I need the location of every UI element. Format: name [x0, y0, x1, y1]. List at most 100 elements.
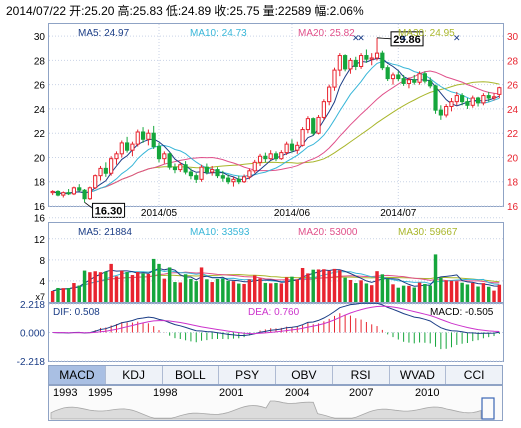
- volume-bar-up: [316, 269, 321, 302]
- candle-up: [348, 59, 353, 70]
- volume-bar-up: [455, 281, 459, 302]
- volume-bar-down: [311, 269, 315, 302]
- volume-ma-legend: MA5: 21884 MA10: 33593 MA20: 53000 MA30: 59…: [78, 227, 458, 238]
- volume-bar-down: [439, 277, 443, 302]
- low-marker: 16.30: [84, 202, 126, 218]
- candle-down: [226, 177, 231, 183]
- tab-boll[interactable]: BOLL: [163, 366, 220, 384]
- volume-bar-up: [497, 284, 502, 302]
- ma20-line: [52, 70, 500, 194]
- price-panel-frame: [48, 23, 504, 207]
- candle-up: [61, 192, 66, 196]
- candle-up: [130, 143, 135, 151]
- price-tick-label: 18: [507, 178, 519, 189]
- candle-down: [103, 167, 108, 174]
- timeline-window-handle[interactable]: [481, 397, 495, 420]
- high-marker: 29.86: [377, 31, 424, 47]
- candle-up: [162, 153, 167, 160]
- candle-down: [220, 175, 225, 179]
- tab-rsi[interactable]: RSI: [333, 366, 390, 384]
- timeline-year: 2010: [415, 387, 440, 399]
- tab-obv[interactable]: OBV: [276, 366, 333, 384]
- candle-down: [475, 97, 481, 104]
- volume-bar-down: [290, 276, 294, 302]
- tab-cci[interactable]: CCI: [463, 368, 485, 382]
- candle-down: [82, 189, 87, 200]
- volume-bar-down: [141, 273, 145, 302]
- volume-bar-down: [465, 284, 470, 302]
- candle-down: [167, 153, 172, 168]
- volume-bar-up: [332, 268, 337, 302]
- quote-open: 开:25.20: [69, 4, 115, 18]
- tab-wvad[interactable]: WVAD: [390, 366, 447, 384]
- candle-up: [279, 152, 284, 160]
- price-tick-label: 26: [507, 81, 519, 92]
- price-ma-label: MA20: 25.82: [298, 28, 355, 39]
- price-tick-label: 26: [34, 81, 46, 92]
- candle-down: [353, 59, 358, 67]
- volume-bar-down: [396, 287, 401, 302]
- volume-bar-up: [93, 271, 97, 302]
- candle-up: [93, 175, 98, 189]
- volume-tick-label: 12: [34, 235, 46, 246]
- volume-bar-down: [66, 288, 71, 302]
- candle-up: [374, 52, 380, 59]
- macd-legend: DIF: 0.508 DEA: 0.760 MACD: -0.505: [53, 307, 494, 318]
- price-tick-label: 30: [507, 32, 519, 43]
- candle-up: [210, 169, 215, 173]
- volume-bar-down: [189, 278, 193, 302]
- volume-y-axis: 4 8 12 16 x7: [34, 214, 46, 302]
- date-tick-label: 2014/06: [274, 208, 311, 219]
- candle-up: [449, 101, 454, 108]
- volume-bar-down: [274, 282, 278, 302]
- volume-bar-up: [492, 290, 496, 302]
- volume-bar-down: [476, 286, 480, 302]
- volume-bar-down: [364, 283, 369, 302]
- candle-down: [140, 131, 146, 140]
- event-marker-icon: ✕: [352, 33, 360, 43]
- volume-bar-up: [98, 272, 103, 302]
- volume-bar-up: [284, 277, 289, 302]
- quote-header: 2014/07/22 开:25.20 高:25.83 低:24.89 收:25.75 量:…: [6, 2, 367, 19]
- volume-ma-label: MA20: 53000: [298, 227, 358, 238]
- candle-down: [343, 55, 348, 70]
- volume-bar-down: [104, 271, 108, 302]
- ma5-line: [52, 57, 500, 194]
- volume-bar-up: [162, 278, 167, 302]
- candle-down: [66, 192, 71, 195]
- volume-bar-up: [50, 290, 55, 302]
- candle-down: [55, 190, 61, 196]
- volume-bars: [50, 254, 502, 302]
- candle-down: [204, 166, 209, 173]
- marker-leader: [377, 37, 392, 40]
- volume-bar-up: [268, 283, 273, 302]
- high-price-label: 29.86: [393, 34, 421, 46]
- tab-macd[interactable]: MACD: [49, 366, 106, 384]
- stock-chart[interactable]: 16 18 20 22 24 26 28 30 16 18 20 22 24 26 28 30 2014/0…: [0, 0, 521, 365]
- candle-down: [311, 118, 316, 134]
- macd-tick-label: 2.218: [20, 300, 45, 311]
- price-tick-label: 20: [507, 153, 519, 164]
- volume-bar-down: [486, 286, 491, 302]
- price-x-axis: 2014/05 2014/06 2014/07: [141, 208, 417, 219]
- quote-close: 收:25.75: [214, 4, 260, 18]
- candle-up: [444, 106, 449, 116]
- volume-bar-up: [178, 282, 183, 302]
- volume-bar-up: [279, 283, 284, 302]
- tab-psy[interactable]: PSY: [219, 366, 276, 384]
- timeline-year: 1995: [88, 387, 113, 399]
- volume-bar-up: [338, 270, 342, 302]
- candle-up: [470, 97, 475, 106]
- volume-bar-up: [130, 275, 135, 302]
- tab-kdj[interactable]: KDJ: [106, 366, 163, 384]
- volume-tick-label: 4: [39, 277, 45, 288]
- timeline-navigator[interactable]: 1993 1995 1998 2001 2004 2007 2010: [48, 385, 503, 421]
- date-tick-label: 2014/05: [141, 208, 178, 219]
- volume-bar-down: [151, 258, 156, 302]
- marker-box: [390, 31, 424, 47]
- volume-bar-down: [77, 285, 81, 302]
- volume-axis-unit: x7: [35, 292, 45, 302]
- candle-down: [263, 155, 268, 160]
- volume-bar-up: [120, 270, 124, 302]
